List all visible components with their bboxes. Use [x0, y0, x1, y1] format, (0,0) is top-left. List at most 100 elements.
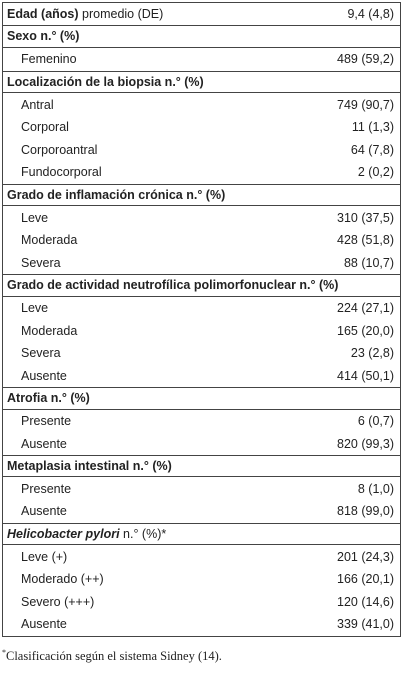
item-label: Moderada [21, 233, 78, 248]
row-value: 339 (41,0) [337, 617, 394, 632]
item-row: Antral 749 (90,7) [3, 93, 400, 116]
item-label: Presente [21, 481, 72, 496]
row-label: Antral [7, 98, 54, 112]
item-label: Ausente [21, 436, 67, 451]
section-row: Localización de la biopsia n.° (%) [3, 70, 400, 94]
row-value: 120 (14,6) [337, 594, 394, 609]
item-row: Corporoantral 64 (7,8) [3, 139, 400, 162]
header-text: Grado de actividad neutrofílica polimorf… [7, 278, 339, 293]
row-value: 749 (90,7) [337, 97, 394, 112]
row-label: Leve [7, 301, 48, 315]
item-row: Corporal 11 (1,3) [3, 116, 400, 139]
item-label: Leve [21, 210, 49, 225]
footnote: *Clasificación según el sistema Sidney (… [2, 648, 222, 664]
header-text: Atrofia n.° (%) [7, 391, 90, 406]
header-text: Localización de la biopsia n.° (%) [7, 75, 204, 90]
row-value: 818 (99,0) [337, 504, 394, 519]
item-label: Ausente [21, 368, 67, 383]
row-label: Femenino [7, 52, 77, 66]
item-label: Corporal [21, 120, 69, 135]
row-label: Edad (años) promedio (DE) [7, 7, 163, 21]
item-row: Fundocorporal 2 (0,2) [3, 161, 400, 184]
item-row: Severa 88 (10,7) [3, 252, 400, 275]
item-row: Leve 310 (37,5) [3, 206, 400, 229]
item-row: Moderado (++) 166 (20,1) [3, 568, 400, 591]
row-label: Grado de inflamación crónica n.° (%) [7, 188, 225, 202]
row-label: Moderada [7, 324, 77, 338]
row-value: 310 (37,5) [337, 210, 394, 225]
row-label: Presente [7, 482, 71, 496]
item-row: Severo (+++) 120 (14,6) [3, 590, 400, 613]
item-row: Moderada 165 (20,0) [3, 319, 400, 342]
row-label: Fundocorporal [7, 165, 102, 179]
item-row: Leve (+) 201 (24,3) [3, 545, 400, 568]
row-label: Leve (+) [7, 550, 67, 564]
item-row: Presente 6 (0,7) [3, 410, 400, 433]
row-label: Severo (+++) [7, 595, 94, 609]
item-row: Femenino 489 (59,2) [3, 48, 400, 71]
item-label: Corporoantral [21, 142, 98, 157]
section-row: Helicobacter pylori n.° (%)* [3, 522, 400, 546]
item-row: Presente 8 (1,0) [3, 477, 400, 500]
item-label: Fundocorporal [21, 165, 102, 180]
row-label: Localización de la biopsia n.° (%) [7, 75, 204, 89]
row-label: Metaplasia intestinal n.° (%) [7, 459, 172, 473]
row-value: 201 (24,3) [337, 549, 394, 564]
row-value: 428 (51,8) [337, 233, 394, 248]
section-row: Atrofia n.° (%) [3, 387, 400, 410]
header-suffix: promedio (DE) [78, 6, 164, 21]
item-label: Leve [21, 301, 49, 316]
header-text: Edad (años) [7, 6, 79, 21]
row-value: 489 (59,2) [337, 52, 394, 67]
item-label: Femenino [21, 52, 77, 67]
section-row: Grado de actividad neutrofílica polimorf… [3, 274, 400, 297]
footnote-text: Clasificación según el sistema Sidney (1… [6, 649, 222, 664]
row-label: Corporal [7, 120, 69, 134]
row-label: Ausente [7, 369, 67, 383]
item-label: Severa [21, 255, 61, 270]
row-value: 414 (50,1) [337, 368, 394, 383]
header-italic: Helicobacter pylori [7, 526, 120, 541]
row-label: Atrofia n.° (%) [7, 391, 90, 405]
row-label: Sexo n.° (%) [7, 29, 79, 43]
item-label: Presente [21, 413, 72, 428]
item-row: Leve 224 (27,1) [3, 297, 400, 320]
row-value: 8 (1,0) [357, 481, 394, 496]
header-text: Sexo n.° (%) [7, 29, 80, 44]
row-label: Severa [7, 346, 61, 360]
table: Edad (años) promedio (DE) 9,4 (4,8) Sexo n… [2, 2, 401, 637]
row-label: Ausente [7, 617, 67, 631]
row-label: Corporoantral [7, 143, 97, 157]
row-label: Moderada [7, 233, 77, 247]
row-label: Leve [7, 211, 48, 225]
row-value: 165 (20,0) [337, 323, 394, 338]
row-value: 2 (0,2) [357, 165, 394, 180]
item-label: Ausente [21, 504, 67, 519]
row-label: Ausente [7, 504, 67, 518]
header-text: n.° (%)* [119, 526, 167, 541]
row-value: 23 (2,8) [350, 346, 394, 361]
item-label: Moderado (++) [21, 572, 104, 587]
row-label: Moderado (++) [7, 572, 104, 586]
header-text: Metaplasia intestinal n.° (%) [7, 459, 172, 474]
item-label: Severo (+++) [21, 594, 95, 609]
row-label: Severa [7, 256, 61, 270]
row-value: 820 (99,3) [337, 436, 394, 451]
row-value: 64 (7,8) [350, 142, 394, 157]
section-row: Sexo n.° (%) [3, 26, 400, 49]
row-value: 6 (0,7) [357, 413, 394, 428]
row-label: Ausente [7, 437, 67, 451]
item-label: Severa [21, 346, 61, 361]
item-label: Antral [21, 97, 54, 112]
row-value: 9,4 (4,8) [347, 6, 394, 21]
item-row: Ausente 820 (99,3) [3, 432, 400, 455]
item-label: Leve (+) [21, 549, 68, 564]
item-label: Moderada [21, 323, 78, 338]
row-label: Helicobacter pylori n.° (%)* [7, 527, 166, 541]
item-row: Ausente 818 (99,0) [3, 500, 400, 523]
section-row: Grado de inflamación crónica n.° (%) [3, 183, 400, 207]
item-row: Severa 23 (2,8) [3, 342, 400, 365]
item-label: Ausente [21, 617, 67, 632]
row-value: 11 (1,3) [351, 120, 394, 135]
